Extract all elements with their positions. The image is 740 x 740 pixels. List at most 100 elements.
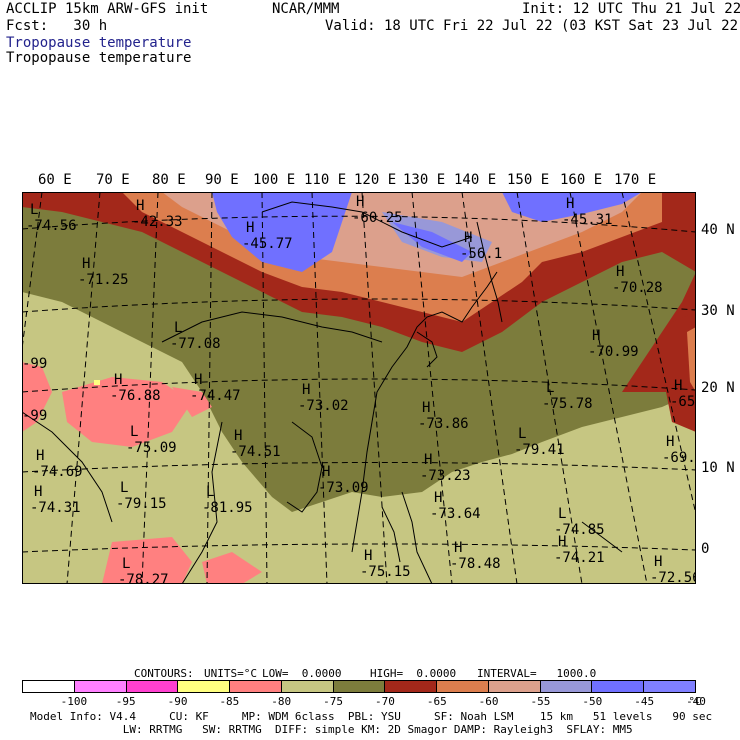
lon-label: 140 E	[454, 172, 497, 188]
colorbar-swatch	[644, 681, 695, 692]
high-marker: H	[82, 256, 90, 272]
lon-label: 70 E	[96, 172, 130, 188]
high-marker: H	[302, 382, 310, 398]
extremum-value: -77.08	[170, 336, 221, 352]
extremum-value: -79.41	[514, 442, 565, 458]
field-title: Tropopause temperature	[6, 50, 192, 66]
low-marker: L	[122, 556, 130, 572]
extremum-value: -99	[22, 356, 47, 372]
high-marker: H	[666, 434, 674, 450]
extremum-value: -70.99	[588, 344, 639, 360]
colorbar-swatch	[23, 681, 75, 692]
extremum-value: -73.02	[298, 398, 349, 414]
init-time: Init: 12 UTC Thu 21 Jul 22	[522, 1, 740, 17]
lon-label: 60 E	[38, 172, 72, 188]
shade-minus-85-to-80	[22, 362, 52, 432]
high-marker: H	[558, 534, 566, 550]
colorbar-tick: -75	[323, 695, 343, 708]
low-marker: L	[206, 484, 214, 500]
lat-label: 0	[701, 541, 710, 557]
model-info: Model Info: V4.4 CU: KF MP: WDM 6class P…	[30, 710, 713, 723]
high-marker: H	[36, 448, 44, 464]
coastlines	[22, 201, 623, 584]
extremum-value: -74.69	[32, 464, 83, 480]
extremum-value: -75.78	[542, 396, 593, 412]
extremum-value: -74.47	[190, 388, 241, 404]
extremum-value: -45.77	[242, 236, 293, 252]
low-marker: L	[518, 426, 526, 442]
colorbar-tick: -55	[530, 695, 551, 708]
shade-minus-50-to-45	[502, 192, 642, 222]
lon-label: 110 E	[304, 172, 347, 188]
extremum-value: -74.85	[554, 522, 605, 538]
high-marker: H	[422, 400, 430, 416]
high-marker: H	[592, 328, 600, 344]
colorbar-tick: -90	[167, 695, 188, 708]
lat-label: 10 N	[701, 460, 735, 476]
colorbar-tick: -70	[374, 695, 395, 708]
colorbar-swatch	[281, 681, 334, 692]
extremum-value: -60.25	[352, 210, 403, 226]
low-marker: L	[30, 202, 38, 218]
colorbar-swatch	[178, 681, 231, 692]
colorbar-tick: -80	[271, 695, 292, 708]
colorbar-tick: -60	[478, 695, 499, 708]
low-marker: L	[120, 480, 128, 496]
contours-interval: INTERVAL= 1000.0	[477, 667, 597, 680]
colorbar-tick: -65	[426, 695, 447, 708]
extremum-value: -72.56	[650, 570, 696, 584]
extremum-value: -74.51	[230, 444, 281, 460]
contours-label: CONTOURS:	[134, 667, 194, 680]
high-marker: H	[34, 484, 42, 500]
lon-label: 100 E	[253, 172, 296, 188]
extremum-value: -81.95	[202, 500, 253, 516]
valid-time: Valid: 18 UTC Fri 22 Jul 22 (03 KST Sat …	[325, 18, 740, 34]
extremum-value: -73.23	[420, 468, 471, 484]
lon-label: 160 E	[560, 172, 603, 188]
contours-low: LOW= 0.0000	[262, 667, 342, 680]
high-marker: H	[434, 490, 442, 506]
colorbar-swatch	[333, 681, 386, 692]
lon-label: 130 E	[403, 172, 446, 188]
high-marker: H	[356, 194, 364, 210]
colorbar-tick: -50	[582, 695, 603, 708]
lat-label: 40 N	[701, 222, 735, 238]
colorbar	[22, 680, 696, 693]
high-marker: H	[674, 378, 682, 394]
extremum-value: -79.15	[116, 496, 167, 512]
high-marker: H	[114, 372, 122, 388]
high-marker: H	[364, 548, 372, 564]
institution: NCAR/MMM	[272, 1, 340, 17]
contours-high: HIGH= 0.0000	[370, 667, 457, 680]
colorbar-swatch	[385, 681, 438, 692]
colorbar-swatch	[488, 681, 541, 692]
extremum-value: -73.09	[318, 480, 369, 496]
high-marker: H	[566, 196, 574, 212]
extremum-value: -65	[670, 394, 695, 410]
extremum-value: -73.86	[418, 416, 469, 432]
extremum-value: -73.64	[430, 506, 481, 522]
shade-minus-85-to-80	[62, 377, 192, 447]
colorbar-swatch	[437, 681, 489, 692]
colorbar-tick: -95	[115, 695, 136, 708]
colorbar-tick: -100	[60, 695, 88, 708]
extremum-value: -76.88	[110, 388, 161, 404]
high-marker: H	[136, 198, 144, 214]
extremum-value: -70.28	[612, 280, 663, 296]
extremum-value: -74.21	[554, 550, 605, 566]
colorbar-swatch	[126, 681, 179, 692]
high-marker: H	[454, 540, 462, 556]
colorbar-swatch	[230, 681, 282, 692]
extremum-value: -74.56	[26, 218, 77, 234]
extremum-value: -56.1	[460, 246, 502, 262]
low-marker: L	[130, 424, 138, 440]
shade-minus-85-to-80	[102, 537, 192, 584]
forecast-hour: Fcst: 30 h	[6, 18, 108, 34]
lon-label: 150 E	[507, 172, 550, 188]
colorbar-tick: -85	[219, 695, 240, 708]
colorbar-tick: -40	[686, 695, 706, 708]
extremum-value: -45.31	[562, 212, 613, 228]
extremum-value: -78.27	[118, 572, 169, 584]
high-marker: H	[246, 220, 254, 236]
extremum-value: -69.0	[662, 450, 696, 466]
